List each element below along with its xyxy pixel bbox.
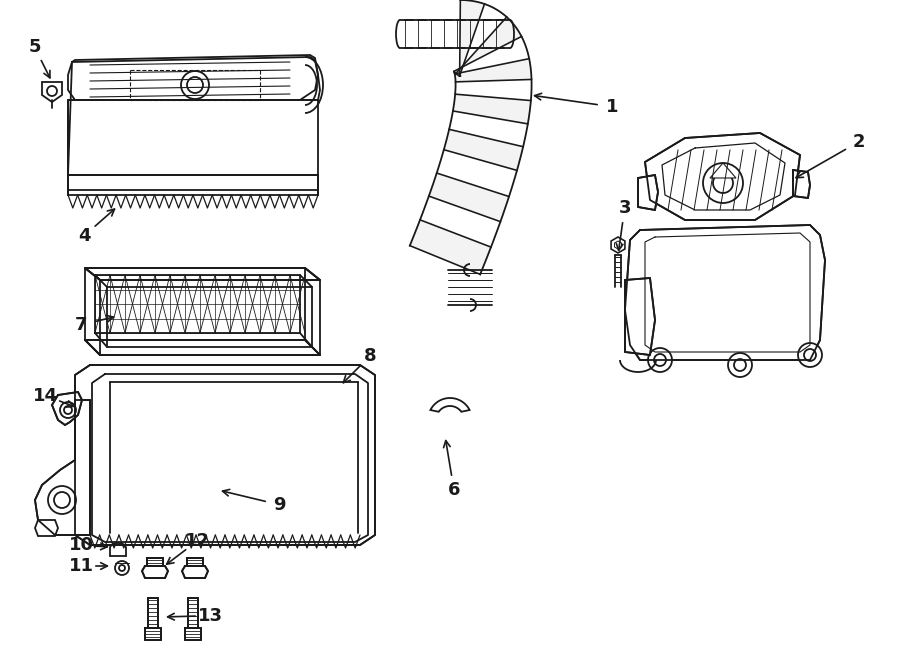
- Polygon shape: [187, 558, 203, 566]
- Circle shape: [654, 354, 666, 366]
- Polygon shape: [148, 598, 158, 628]
- Polygon shape: [35, 400, 90, 535]
- Circle shape: [798, 343, 822, 367]
- Polygon shape: [454, 59, 532, 82]
- Text: 1: 1: [606, 98, 618, 116]
- Circle shape: [703, 163, 743, 203]
- Text: 14: 14: [33, 387, 58, 405]
- Circle shape: [187, 77, 203, 93]
- Text: 6: 6: [447, 481, 460, 499]
- Polygon shape: [453, 94, 531, 124]
- Circle shape: [119, 565, 125, 571]
- Polygon shape: [645, 133, 800, 220]
- Polygon shape: [85, 268, 320, 280]
- Polygon shape: [52, 392, 82, 425]
- Polygon shape: [410, 220, 491, 274]
- Circle shape: [64, 406, 72, 414]
- Circle shape: [713, 173, 733, 193]
- Polygon shape: [710, 163, 736, 178]
- Text: 2: 2: [852, 133, 865, 151]
- Circle shape: [60, 402, 76, 418]
- Text: 4: 4: [77, 227, 90, 245]
- Polygon shape: [68, 175, 318, 195]
- Text: 5: 5: [29, 38, 40, 56]
- Polygon shape: [68, 55, 318, 100]
- Polygon shape: [638, 175, 658, 210]
- Polygon shape: [85, 340, 320, 355]
- Circle shape: [54, 492, 70, 508]
- Polygon shape: [625, 278, 655, 355]
- Circle shape: [728, 353, 752, 377]
- Polygon shape: [142, 566, 168, 578]
- Polygon shape: [429, 173, 509, 221]
- Polygon shape: [35, 520, 58, 536]
- Text: 8: 8: [364, 346, 377, 364]
- Polygon shape: [68, 100, 318, 175]
- Polygon shape: [147, 558, 163, 566]
- Text: 13: 13: [197, 607, 222, 625]
- Text: 7: 7: [75, 316, 87, 334]
- Text: 3: 3: [618, 199, 631, 217]
- Polygon shape: [615, 241, 622, 249]
- Circle shape: [804, 349, 816, 361]
- Polygon shape: [430, 398, 470, 412]
- Polygon shape: [444, 130, 523, 171]
- Polygon shape: [793, 170, 810, 198]
- Circle shape: [47, 86, 57, 96]
- Polygon shape: [625, 225, 825, 360]
- Polygon shape: [611, 237, 625, 253]
- Text: 10: 10: [68, 536, 94, 555]
- Circle shape: [115, 561, 129, 575]
- Polygon shape: [75, 365, 375, 545]
- Text: 11: 11: [68, 557, 94, 575]
- Circle shape: [734, 359, 746, 371]
- Polygon shape: [145, 628, 161, 640]
- Circle shape: [648, 348, 672, 372]
- Polygon shape: [454, 17, 521, 73]
- Circle shape: [48, 486, 76, 514]
- Polygon shape: [188, 598, 198, 628]
- Polygon shape: [185, 628, 201, 640]
- Polygon shape: [460, 0, 484, 76]
- Text: 12: 12: [185, 531, 210, 550]
- Polygon shape: [182, 566, 208, 578]
- Text: 9: 9: [274, 496, 286, 514]
- Circle shape: [181, 71, 209, 99]
- Polygon shape: [42, 82, 62, 102]
